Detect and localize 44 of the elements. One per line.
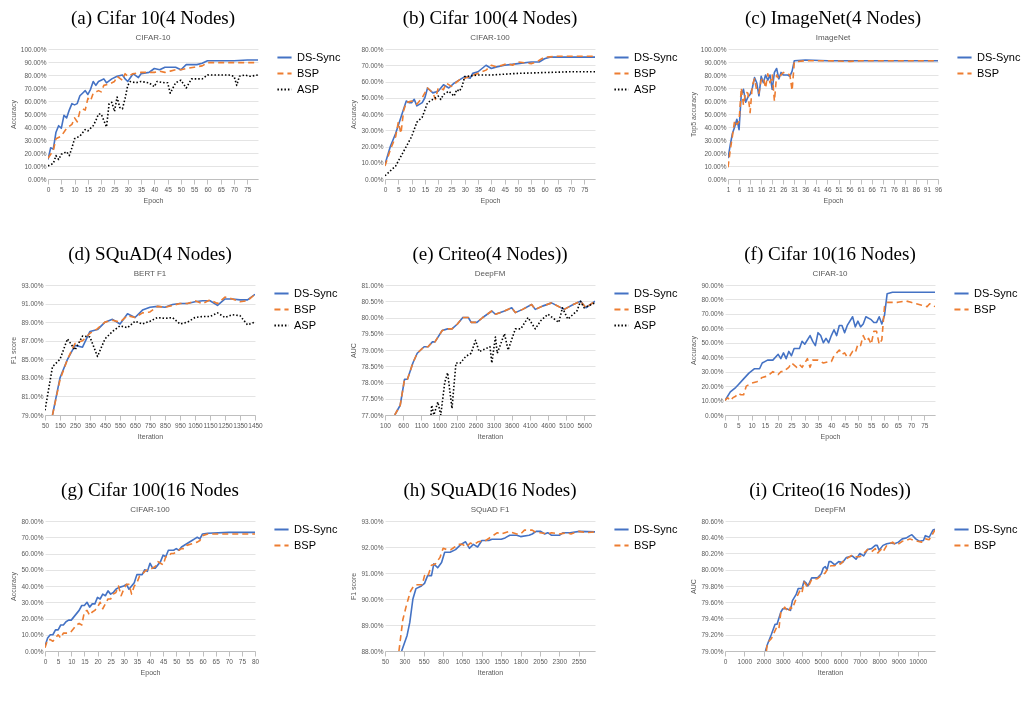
line-series [430,300,595,415]
legend-label: DS-Sync [974,522,1018,535]
legend-label: BSP [297,66,320,79]
chart-subtitle: CIFAR-10 [812,269,849,278]
chart-title: (e) Criteo(4 Nodes)) [412,243,568,265]
legend-label: BSP [634,302,657,315]
chart-title: (h) SQuAD(16 Nodes) [403,479,577,501]
legend-label: DS-Sync [634,522,678,535]
legend-label: DS-Sync [634,286,678,299]
legend-label: BSP [977,66,1000,79]
chart-title: (a) Cifar 10(4 Nodes) [70,7,236,29]
legend-label: DS-Sync [977,50,1021,63]
legend-label: ASP [294,318,317,331]
chart-subtitle: DeepFM [814,505,846,514]
chart-subtitle: SQuAD F1 [470,505,510,514]
line-series [48,74,258,167]
chart-title: (c) ImageNet(4 Nodes) [744,7,922,29]
chart-subtitle: CIFAR-100 [470,33,511,42]
legend-label: BSP [294,302,317,315]
chart-subtitle: CIFAR-10 [135,33,172,42]
chart-title: (i) Criteo(16 Nodes)) [749,479,911,501]
legend-label: BSP [634,66,657,79]
legend-label: DS-Sync [294,286,338,299]
legend-label: BSP [974,302,997,315]
legend-label: ASP [634,82,657,95]
line-series [51,293,255,415]
legend-label: DS-Sync [974,286,1018,299]
chart-title: (g) Cifar 100(16 Nodes [61,479,239,501]
legend-label: BSP [294,538,317,551]
chart-title: (f) Cifar 10(16 Nodes) [744,243,916,265]
legend-label: ASP [297,82,320,95]
legend-label: DS-Sync [294,522,338,535]
line-series [45,312,255,412]
chart-subtitle: ImageNet [815,33,852,42]
chart-subtitle: BERT F1 [133,269,167,278]
chart-title: (d) SQuAD(4 Nodes) [68,243,232,265]
legend-label: ASP [634,318,657,331]
legend-label: DS-Sync [634,50,678,63]
legend-label: BSP [634,538,657,551]
legend-label: DS-Sync [297,50,341,63]
legend-label: BSP [974,538,997,551]
chart-subtitle: CIFAR-100 [130,505,171,514]
chart-title: (b) Cifar 100(4 Nodes) [402,7,578,29]
chart-subtitle: DeepFM [474,269,506,278]
